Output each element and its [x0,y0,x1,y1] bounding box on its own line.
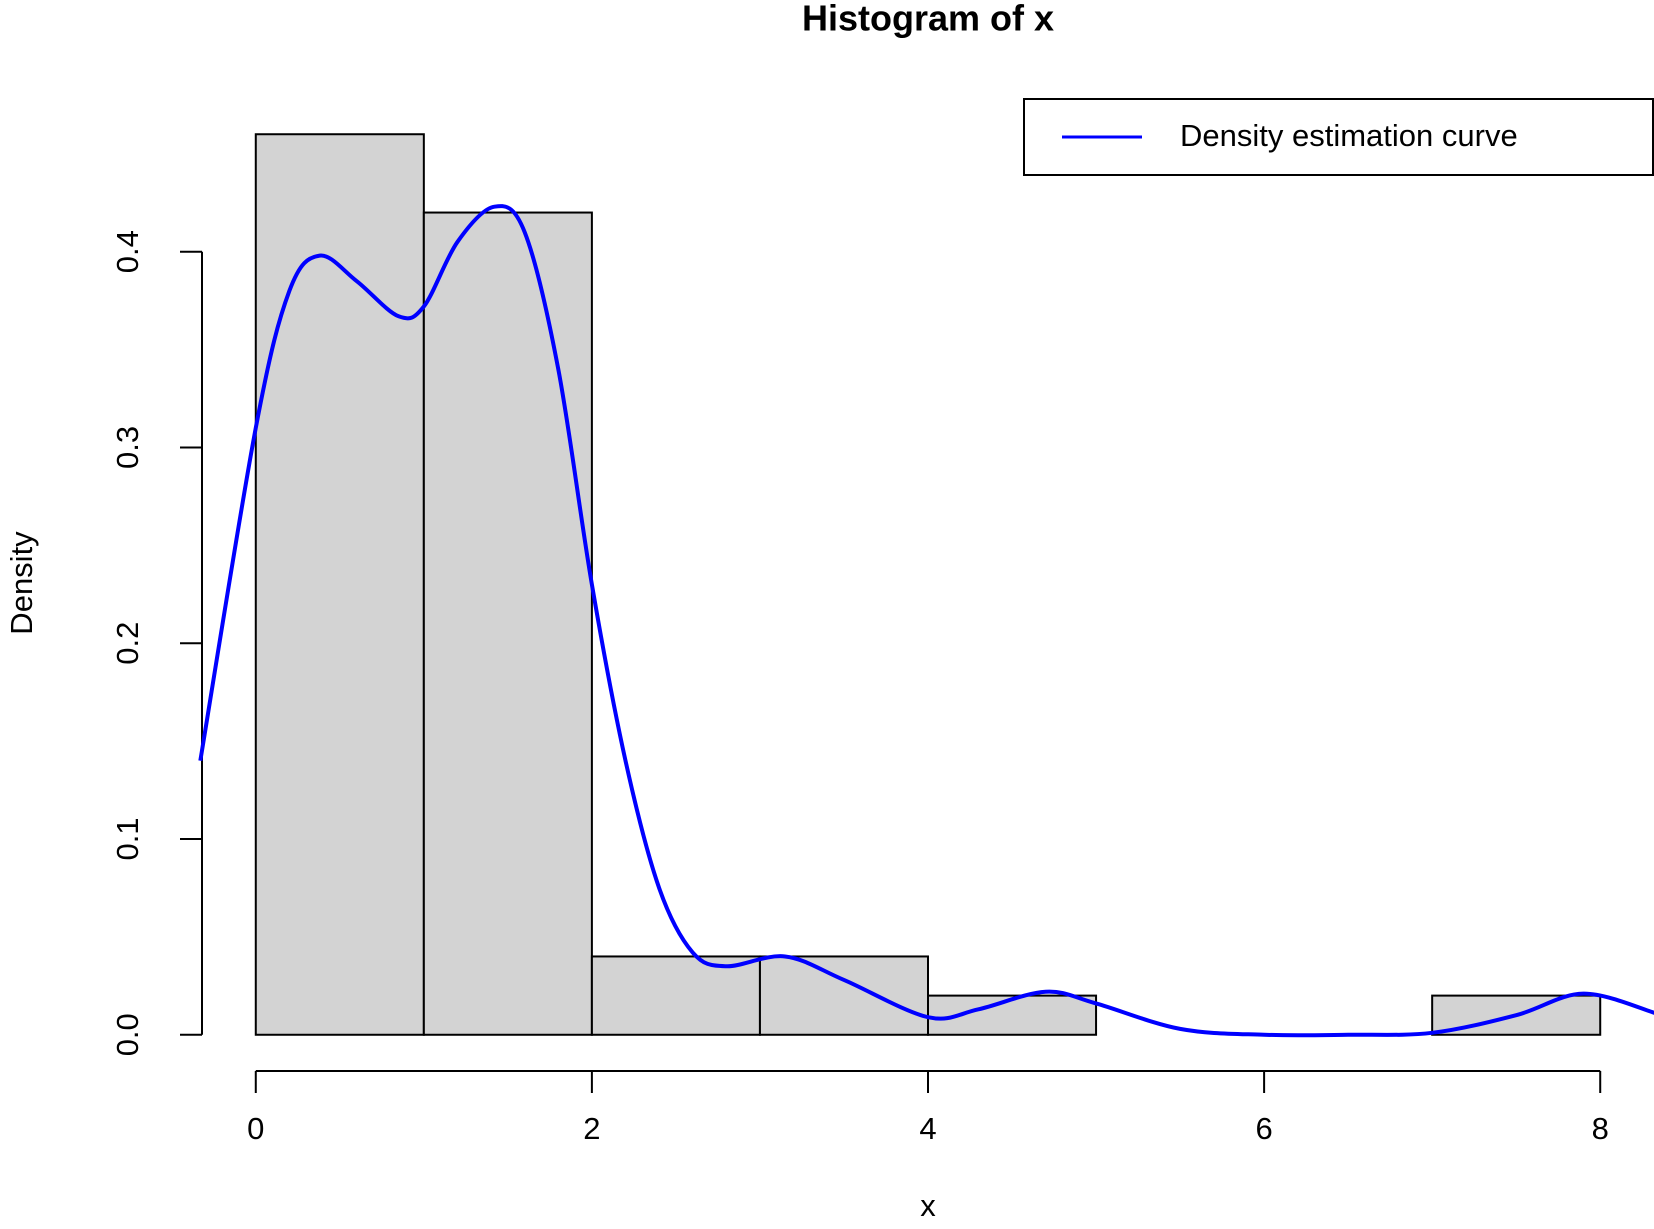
y-tick-label: 0.3 [110,426,145,469]
x-axis-label: x [920,1188,936,1223]
x-tick-label: 4 [919,1111,936,1146]
chart-title: Histogram of x [802,0,1054,39]
y-axis-label: Density [4,531,39,635]
x-tick-label: 2 [583,1111,600,1146]
y-tick-label: 0.4 [110,230,145,273]
y-tick-label: 0.2 [110,622,145,665]
bar [254,133,425,1036]
x-tick-label: 8 [1592,1111,1609,1146]
density-curve [198,204,1654,1038]
y-tick-label: 0.0 [110,1013,145,1056]
legend-label: Density estimation curve [1180,118,1518,153]
x-tick-label: 6 [1255,1111,1272,1146]
bar [590,955,761,1036]
y-tick-label: 0.1 [110,817,145,860]
bar [422,211,593,1036]
x-tick-label: 0 [247,1111,264,1146]
bar [758,955,930,1036]
